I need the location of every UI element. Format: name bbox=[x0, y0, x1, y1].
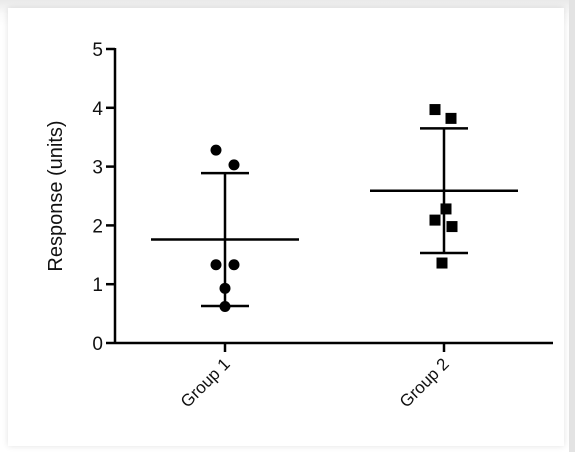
data-point-square bbox=[446, 221, 458, 233]
data-point-circle bbox=[219, 301, 231, 313]
x-category-label: Group 1 bbox=[177, 354, 234, 411]
y-tick-label: 0 bbox=[92, 334, 103, 355]
y-tick-label: 4 bbox=[92, 99, 103, 120]
x-category-label: Group 2 bbox=[396, 354, 453, 411]
y-tick-label: 1 bbox=[92, 275, 103, 296]
chart-card bbox=[8, 8, 564, 446]
data-point-square bbox=[429, 214, 441, 226]
data-point-circle bbox=[210, 144, 222, 156]
y-axis-title: Response (units) bbox=[45, 120, 67, 271]
data-point-circle bbox=[219, 282, 231, 294]
data-point-square bbox=[429, 104, 441, 116]
y-tick-label: 3 bbox=[92, 158, 103, 179]
data-point-square bbox=[445, 112, 457, 124]
data-point-circle bbox=[228, 159, 240, 171]
y-tick-label: 2 bbox=[92, 216, 103, 237]
y-tick-label: 5 bbox=[92, 40, 103, 61]
data-point-square bbox=[436, 257, 448, 269]
data-point-square bbox=[440, 203, 452, 215]
data-point-circle bbox=[210, 259, 222, 271]
data-point-circle bbox=[228, 259, 240, 271]
